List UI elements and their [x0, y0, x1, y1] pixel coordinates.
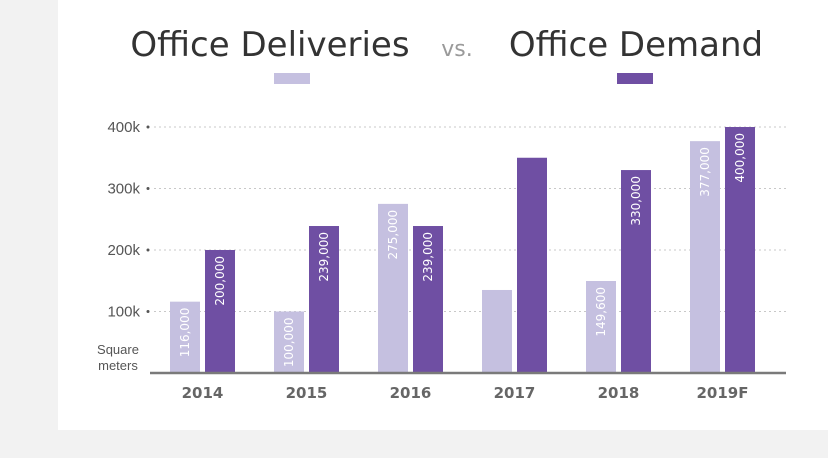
y-axis-ticks: 100k 200k 300k 400k — [107, 119, 150, 321]
bar-value-label: 377,000 — [698, 147, 712, 197]
x-category-label: 2015 — [286, 384, 328, 402]
bar-deliveries — [170, 301, 200, 373]
y-tick-label: 100k — [107, 304, 140, 321]
bar-demand — [725, 127, 755, 373]
x-category-label: 2016 — [390, 384, 432, 402]
bar-value-label: 239,000 — [317, 232, 331, 282]
bar-deliveries — [482, 289, 512, 373]
y-tick-label: 400k — [107, 119, 140, 136]
y-tick-mark — [146, 248, 150, 252]
grid-lines — [154, 126, 786, 312]
y-tick-mark — [146, 125, 150, 129]
bar-value-label: 100,000 — [282, 318, 296, 368]
bar-value-label: 330,000 — [629, 176, 643, 226]
y-tick-mark — [146, 187, 150, 190]
bar-deliveries — [274, 311, 304, 373]
x-category-label: 2014 — [182, 384, 224, 402]
y-axis-unit-line1: Square — [97, 342, 139, 357]
bar-value-label: 400,000 — [733, 133, 747, 183]
bar-demand — [413, 226, 443, 373]
title-demand: Office Demand — [509, 25, 763, 65]
legend-swatch-deliveries — [274, 73, 310, 84]
bar-value-label: 116,000 — [178, 308, 192, 358]
x-category-label: 2018 — [598, 384, 640, 402]
bar-demand — [621, 170, 651, 373]
x-category-label: 2019F — [697, 384, 749, 402]
bar-deliveries — [378, 203, 408, 373]
y-tick-label: 300k — [107, 181, 140, 198]
x-category-label: 2017 — [494, 384, 536, 402]
y-tick-label: 200k — [107, 242, 140, 259]
y-tick-mark — [146, 310, 150, 313]
bars: 116,000 200,000 100,000 239,000 275,000 239,0… — [170, 127, 755, 373]
bar-demand — [309, 226, 339, 373]
x-axis-categories: 2014 2015 2016 2017 2018 2019F — [182, 384, 749, 402]
bar-value-label: 149,600 — [594, 287, 608, 337]
legend-swatch-demand — [617, 73, 653, 84]
bar-deliveries — [690, 141, 720, 373]
title-vs: vs. — [441, 37, 472, 62]
bar-deliveries — [586, 280, 616, 373]
bar-demand — [205, 250, 235, 373]
bar-demand — [517, 157, 547, 373]
bar-value-label: 200,000 — [213, 256, 227, 306]
bar-value-label: 239,000 — [421, 232, 435, 282]
bar-value-label: 275,000 — [386, 210, 400, 260]
title-deliveries: Office Deliveries — [130, 25, 409, 65]
y-axis-unit-line2: meters — [98, 358, 138, 373]
